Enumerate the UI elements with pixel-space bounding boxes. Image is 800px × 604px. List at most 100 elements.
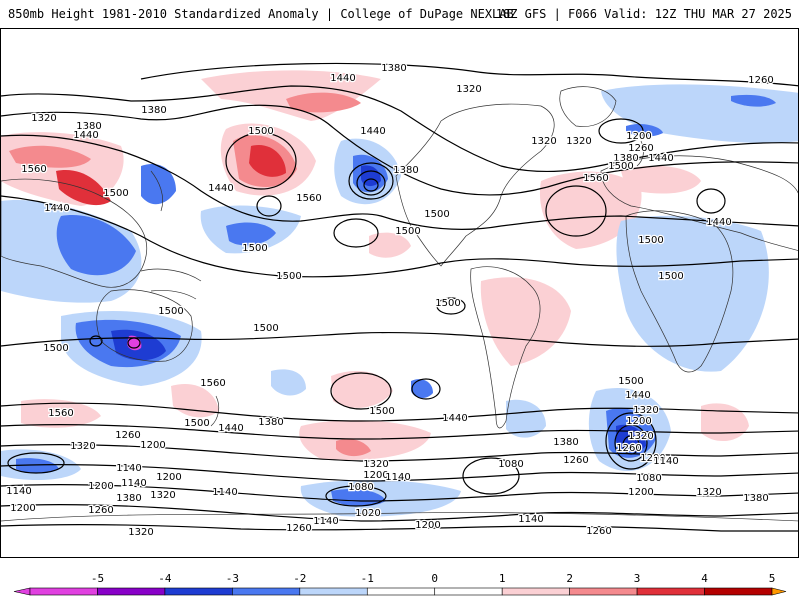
contour-label: 1500: [369, 406, 394, 417]
contour-label: 1560: [48, 408, 73, 419]
anomaly-region-asia-neg2: [56, 215, 136, 276]
contour-label: 1080: [636, 473, 661, 484]
colorbar-tick-label: -5: [91, 572, 104, 585]
contour-label: 1440: [625, 390, 650, 401]
coastline-eurasia: [600, 155, 798, 251]
contour-closed: [614, 424, 648, 462]
contour-closed: [622, 435, 640, 455]
contour-label: 1560: [296, 193, 321, 204]
contour-label: 1080: [498, 459, 523, 470]
contour-label: 1320: [633, 405, 658, 416]
coastline-australia: [96, 289, 193, 362]
colorbar-tick-label: 1: [499, 572, 506, 585]
contour-label: 1320: [531, 136, 556, 147]
anomaly-region-indian-neg: [411, 379, 433, 399]
contour-label: 1200: [626, 131, 651, 142]
contour-label: 1440: [330, 73, 355, 84]
colorbar-segment: [13, 587, 31, 596]
contour-closed: [348, 162, 394, 200]
coastline-north-america: [395, 103, 555, 267]
coastline-uk: [636, 140, 644, 167]
contour-closed: [436, 297, 466, 315]
contour-label: 1500: [43, 343, 68, 354]
anomaly-region-siberia-pos3: [56, 170, 111, 206]
contour-line: [1, 85, 798, 173]
anomaly-region-s-ocean-pos: [299, 420, 431, 461]
contour-label: 1500: [248, 126, 273, 137]
contour-label: 1080: [348, 482, 373, 493]
contour-label: 1500: [395, 226, 420, 237]
contour-label: 1320: [363, 459, 388, 470]
contour-label: 1260: [115, 430, 140, 441]
contour-closed: [89, 335, 103, 347]
contour-label: 1440: [218, 423, 243, 434]
contour-closed: [696, 188, 726, 214]
contour-label: 1140: [518, 514, 543, 525]
contour-closed: [7, 452, 65, 474]
contour-label: 1200: [628, 487, 653, 498]
coastline-africa: [625, 210, 734, 373]
contour-closed: [598, 118, 644, 144]
contour-label: 1440: [442, 413, 467, 424]
contour-label: 1500: [638, 235, 663, 246]
colorbar-tick-label: -1: [361, 572, 374, 585]
contour-label: 1140: [121, 478, 146, 489]
contour-label: 1500: [658, 271, 683, 282]
contour-label: 1500: [618, 376, 643, 387]
contour-label: 1560: [200, 378, 225, 389]
contour-closed: [363, 178, 379, 192]
anomaly-region-samerica-pos: [480, 277, 571, 366]
colorbar-segment: [299, 587, 368, 596]
contour-label: 1200: [626, 416, 651, 427]
contour-label: 1380: [258, 417, 283, 428]
contour-line: [1, 402, 798, 422]
contour-closed: [127, 337, 141, 349]
contour-closed: [356, 170, 386, 196]
contour-label: 1320: [31, 113, 56, 124]
contour-label: 1320: [696, 487, 721, 498]
map-title: 850mb Height 1981-2010 Standardized Anom…: [8, 7, 514, 21]
contour-label: 1500: [608, 161, 633, 172]
contour-label: 1380: [743, 493, 768, 504]
contour-label: 1500: [158, 306, 183, 317]
contour-label: 1380: [553, 437, 578, 448]
contour-label: 1260: [748, 75, 773, 86]
contour-line: [1, 104, 798, 196]
colorbar-segment: [771, 587, 787, 596]
colorbar-tick-label: 0: [431, 572, 438, 585]
contour-label: 1320: [456, 84, 481, 95]
contour-closed: [545, 185, 607, 237]
coastline-antarctica: [1, 512, 798, 522]
colorbar-tick-label: -3: [226, 572, 239, 585]
contour-label: 1440: [648, 153, 673, 164]
contour-label: 1320: [70, 441, 95, 452]
contour-label: 1140: [116, 463, 141, 474]
colorbar-segment: [164, 587, 233, 596]
contour-label: 1140: [313, 516, 338, 527]
colorbar-segment: [704, 587, 773, 596]
coastline-asia-west: [1, 178, 148, 288]
colorbar-tick-label: 3: [634, 572, 641, 585]
contour-closed: [605, 412, 657, 470]
contour-line: [140, 62, 798, 87]
coastline-japan: [150, 170, 164, 212]
contour-closed: [330, 372, 392, 410]
anomaly-region-sw-neg2: [16, 458, 59, 474]
contour-label: 1140: [385, 472, 410, 483]
contour-label: 1200: [415, 520, 440, 531]
map-panel: 1380 1440 1320 1260 1380 1320 1380 1440 1500 1560…: [0, 28, 799, 558]
contour-line: [1, 331, 798, 347]
contour-label: 1200: [640, 453, 665, 464]
contour-label: 1500: [103, 188, 128, 199]
contour-label: 1320: [150, 490, 175, 501]
contour-label: 1560: [583, 173, 608, 184]
colorbar-segment: [29, 587, 98, 596]
contour-label: 1440: [360, 126, 385, 137]
colorbar-tick-label: 5: [769, 572, 776, 585]
contour-closed: [411, 378, 441, 400]
contour-label: 1260: [586, 526, 611, 537]
contour-line: [1, 463, 798, 482]
contour-label: 1500: [424, 209, 449, 220]
contour-label: 1440: [73, 130, 98, 141]
contour-label: 1380: [141, 105, 166, 116]
